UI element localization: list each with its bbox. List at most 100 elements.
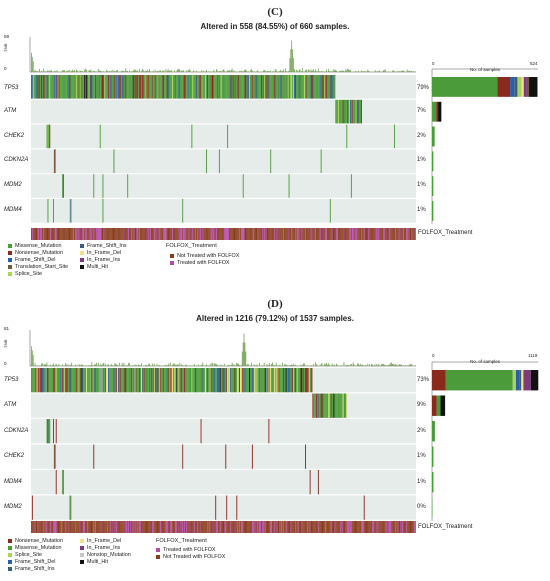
gene-bar-axis-max: 524 — [530, 61, 538, 66]
annotation-cell — [36, 228, 38, 240]
mutation-cell — [72, 368, 74, 393]
tmb-bar — [43, 71, 45, 72]
mutation-cell — [168, 75, 170, 99]
tmb-bar — [105, 363, 106, 366]
mutation-cell — [289, 368, 291, 393]
gene-bar-segment — [432, 176, 434, 197]
tmb-bar — [284, 364, 286, 366]
mutation-cell — [71, 368, 73, 393]
legend-item: In_Frame_Ins — [80, 257, 120, 263]
annotation-cell — [313, 521, 315, 533]
annotation-cell — [273, 228, 275, 240]
annotation-cell — [283, 228, 284, 240]
annotation-cell — [109, 521, 111, 533]
tmb-bar — [117, 364, 118, 366]
tmb-bar — [340, 365, 342, 366]
tmb-bar — [383, 70, 385, 72]
mutation-cell — [31, 495, 33, 520]
annotation-cell — [116, 228, 118, 240]
annotation-cell — [188, 521, 190, 533]
mutation-cell — [85, 368, 86, 393]
annotation-cell — [91, 521, 93, 533]
tmb-bar — [261, 71, 262, 72]
tmb-bar — [114, 363, 116, 366]
mutation-cell — [285, 368, 287, 393]
mutation-cell — [93, 368, 95, 393]
annotation-cell — [53, 521, 54, 533]
mutation-cell — [177, 75, 179, 99]
annotation-cell — [408, 228, 410, 240]
mutation-cell — [32, 75, 34, 99]
mutation-cell — [220, 368, 222, 393]
annotation-cell — [225, 521, 227, 533]
annotation-cell — [43, 228, 45, 240]
legend-swatch — [170, 254, 174, 258]
mutation-cell — [51, 368, 53, 393]
tmb-bar — [396, 364, 398, 366]
tmb-bar — [289, 365, 291, 366]
legend-label: In_Frame_Del — [87, 250, 122, 256]
annotation-cell — [220, 521, 222, 533]
mutation-cell — [34, 75, 36, 99]
annotation-cell — [97, 228, 98, 240]
mutation-cell — [153, 75, 155, 99]
mutation-cell — [226, 75, 228, 99]
annotation-cell — [94, 228, 96, 240]
annotation-cell — [148, 228, 150, 240]
tmb-bar — [55, 363, 57, 366]
annotation-cell — [208, 521, 210, 533]
annotation-cell — [165, 228, 167, 240]
annotation-cell — [141, 228, 143, 240]
annotation-cell — [405, 228, 407, 240]
tmb-bar — [124, 71, 126, 72]
tmb-bar — [175, 364, 177, 366]
annotation-cell — [208, 228, 210, 240]
annotation-cell — [42, 228, 43, 240]
annotation-cell — [358, 228, 360, 240]
annotation-cell — [45, 228, 47, 240]
annotation-cell — [113, 521, 115, 533]
gene-row-background — [31, 199, 416, 223]
mutation-cell — [59, 368, 61, 393]
tmb-bar — [323, 365, 325, 366]
annotation-cell — [229, 228, 230, 240]
mutation-cell — [225, 444, 227, 469]
mutation-cell — [113, 149, 115, 173]
gene-label: MDM2 — [4, 182, 22, 188]
annotation-cell — [277, 521, 279, 533]
mutation-cell — [130, 368, 131, 393]
tmb-bar — [381, 363, 382, 366]
annotation-cell — [240, 521, 242, 533]
altered-percent: 1% — [417, 207, 426, 213]
mutation-cell — [229, 368, 231, 393]
mutation-cell — [117, 368, 119, 393]
tmb-bar — [212, 363, 214, 366]
mutation-cell — [189, 75, 191, 99]
mutation-cell — [235, 75, 237, 99]
annotation-cell — [178, 228, 180, 240]
mutation-cell — [55, 75, 57, 99]
annotation-cell — [131, 521, 133, 533]
annotation-cell — [152, 521, 154, 533]
mutation-cell — [212, 368, 214, 393]
mutation-cell — [299, 368, 301, 393]
mutation-cell — [192, 368, 194, 393]
mutation-cell — [327, 393, 328, 418]
tmb-bar — [410, 364, 412, 366]
annotation-cell — [278, 521, 280, 533]
tmb-bar — [193, 70, 194, 72]
mutation-cell — [282, 75, 284, 99]
annotation-cell — [227, 521, 229, 533]
tmb-bar — [205, 71, 206, 72]
annotation-cell — [415, 521, 416, 533]
tmb-bar — [106, 69, 107, 72]
mutation-cell — [334, 75, 336, 99]
mutation-cell — [339, 99, 341, 124]
tmb-bar — [406, 365, 408, 366]
annotation-cell — [137, 521, 139, 533]
mutation-cell — [251, 75, 252, 99]
mutation-cell — [215, 495, 217, 520]
annotation-cell — [132, 228, 134, 240]
annotation-cell — [119, 228, 120, 240]
annotation-cell — [284, 521, 286, 533]
